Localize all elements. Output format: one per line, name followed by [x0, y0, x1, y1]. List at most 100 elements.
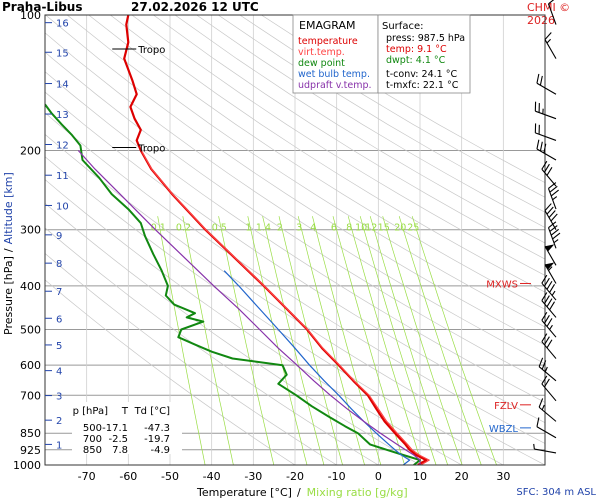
- temperature-tick-label: -70: [78, 470, 96, 483]
- mixing-ratio-label: 0.1: [151, 223, 166, 234]
- wind-barb-full: [549, 284, 556, 293]
- wind-barb-full: [548, 221, 557, 229]
- mixing-ratio-label: 25: [407, 223, 419, 234]
- wind-barb: [533, 443, 557, 454]
- wind-barb-half: [551, 290, 556, 296]
- sounding-series: [45, 15, 430, 465]
- wind-barb-full: [546, 206, 554, 215]
- wind-barb-half: [546, 38, 551, 44]
- wind-barb-full: [541, 160, 548, 170]
- wind-barb-full: [541, 333, 548, 342]
- altitude-tick-label: 11: [56, 171, 69, 182]
- copyright: CHMI © 2026: [527, 1, 571, 27]
- surface-temperature: temp: 9.1 °C: [386, 44, 447, 55]
- wind-barb: [538, 398, 557, 422]
- dry-adiabat-line: [66, 15, 545, 328]
- temperature-tick-label: 20: [455, 470, 469, 483]
- mixing-ratio-label: 2: [277, 223, 283, 234]
- wind-barb-half: [553, 239, 559, 244]
- mixing-ratio-label: 4: [310, 223, 316, 234]
- mixing-ratio-line: [398, 216, 482, 465]
- dry-adiabat-line: [45, 133, 545, 465]
- wind-barb: [547, 182, 559, 210]
- mixing-ratio-line: [157, 216, 206, 465]
- wind-barb: [541, 311, 557, 338]
- wind-barb: [544, 32, 557, 59]
- mixing-ratio-line: [278, 216, 343, 465]
- mixing-ratio-label: 3: [296, 223, 302, 234]
- temperature-tick-label: -10: [328, 470, 346, 483]
- wind-barb-full: [541, 274, 548, 284]
- x-axis-title-separator: /: [297, 486, 301, 499]
- data-table-cell: -19.7: [144, 434, 170, 445]
- surface-altitude-label: SFC: 304 m ASL: [516, 487, 596, 498]
- surface-dewpoint: dwpt: 4.1 °C: [386, 55, 446, 66]
- dry-adiabat-line: [131, 15, 545, 276]
- y-axis-title-pressure: Pressure [hPa]: [2, 256, 15, 335]
- legend-item: dew point: [298, 58, 345, 69]
- data-table-cell: -17.1: [102, 423, 128, 434]
- wind-barb-full: [534, 101, 537, 112]
- temperature-tick-label: -60: [119, 470, 137, 483]
- y-axis-title-separator: /: [2, 248, 15, 252]
- dry-adiabat-line: [45, 32, 545, 365]
- mixing-ratio-lines: [157, 216, 497, 465]
- y-axis-title-altitude: Altitude [km]: [2, 172, 15, 244]
- mixing-ratio-label: 10: [355, 223, 367, 234]
- mixing-ratio-label: 15: [378, 223, 390, 234]
- wind-barb-full: [541, 375, 548, 385]
- wind-barb-full: [538, 103, 540, 113]
- wind-barb-full: [536, 417, 540, 427]
- altitude-tick-label: 3: [56, 392, 62, 403]
- wind-barb-shaft: [535, 110, 557, 120]
- temperature-tick-label: -40: [203, 470, 221, 483]
- mixing-ratio-line: [182, 216, 234, 465]
- pressure-tick-label: 500: [20, 324, 41, 337]
- series-dew-point: [45, 103, 421, 465]
- legend-item: wet bulb temp.: [298, 69, 370, 80]
- wind-barb-full: [534, 123, 537, 133]
- mixing-ratio-line: [262, 216, 325, 465]
- wind-barb-half: [542, 108, 544, 114]
- wind-barb-shaft: [544, 264, 557, 284]
- altitude-tick-label: 10: [56, 201, 69, 212]
- wind-barb-full: [550, 228, 559, 236]
- wind-barb-full: [543, 143, 547, 154]
- wind-barb: [547, 0, 557, 25]
- wind-barb-full: [543, 295, 550, 304]
- data-table-bg: [72, 402, 182, 454]
- dry-adiabat-line: [45, 112, 545, 444]
- dry-adiabats: [45, 15, 545, 465]
- legend-item: udpraft v.temp.: [298, 80, 372, 91]
- wind-barb-full: [538, 124, 540, 135]
- legend-box: [292, 14, 379, 94]
- wind-barb-half: [541, 404, 545, 411]
- wind-barb-full: [549, 185, 558, 193]
- wind-barb: [534, 123, 557, 141]
- altitude-tick-label: 1: [56, 440, 62, 451]
- wind-barb-full: [546, 339, 553, 349]
- level-tag-label: MXWS: [486, 279, 518, 290]
- wind-barb-shaft: [538, 366, 557, 382]
- wind-barb-shaft: [536, 148, 557, 161]
- pressure-tick-label: 700: [20, 389, 41, 402]
- data-table-cell: -2.5: [108, 434, 128, 445]
- mixing-ratio-line: [359, 216, 437, 465]
- mixing-ratio-label: 1.4: [256, 223, 271, 234]
- wind-barb-full: [543, 277, 550, 287]
- mixing-ratio-label: 6: [331, 223, 337, 234]
- series-virt-temp: [140, 150, 430, 465]
- pressure-tick-label: 850: [20, 427, 41, 440]
- wind-barb: [541, 292, 557, 318]
- mixing-ratio-line: [369, 216, 449, 465]
- tropopause-label: Tropo: [137, 45, 165, 56]
- data-table-cell: 850: [83, 445, 102, 456]
- wind-barb-pennant: [545, 244, 555, 252]
- pressure-tick-label: 600: [20, 359, 41, 372]
- dry-adiabat-line: [45, 252, 337, 465]
- wind-barb-half: [544, 366, 548, 373]
- altitude-tick-label: 12: [56, 141, 69, 152]
- wind-barb-full: [548, 0, 557, 5]
- dry-adiabat-line: [174, 15, 545, 244]
- wind-barb-shaft: [534, 448, 557, 454]
